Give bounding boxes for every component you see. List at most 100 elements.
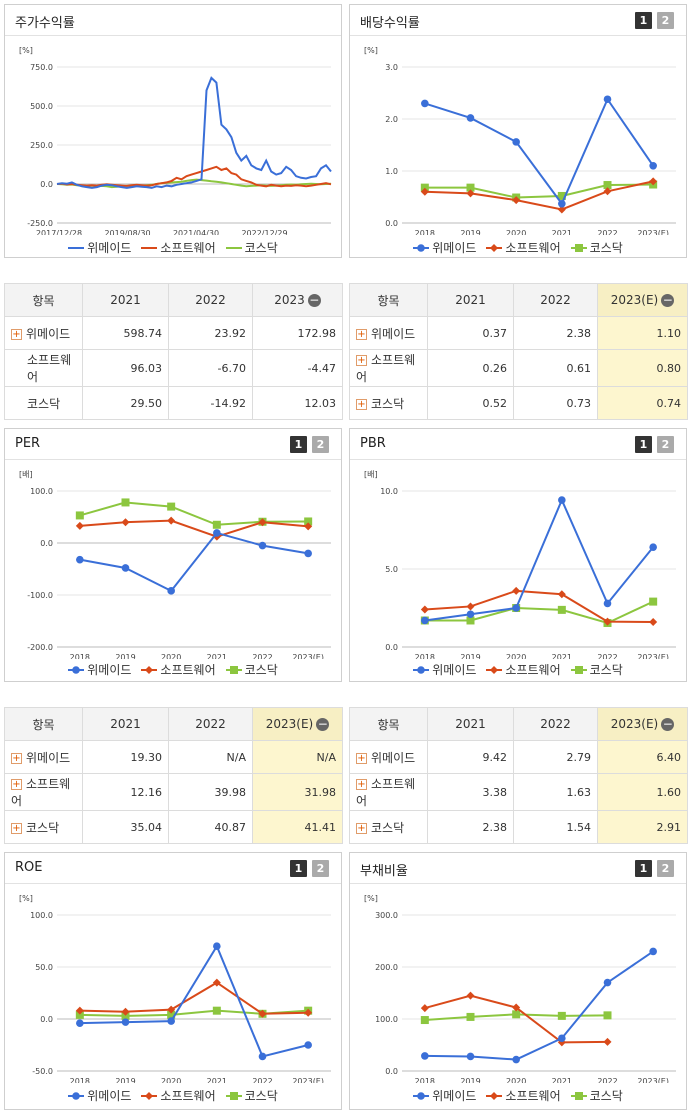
legend-label: 코스닥	[589, 663, 623, 677]
table-cell: 0.73	[513, 386, 598, 420]
legend-marker	[570, 665, 587, 674]
pager-button-1[interactable]: 1	[290, 436, 307, 453]
data-point	[420, 183, 429, 192]
table-row: + 소프트웨어 3.38 1.63 1.60	[349, 773, 688, 811]
column-header-label: 2023(E)	[610, 293, 659, 307]
plus-square-icon[interactable]: +	[356, 398, 367, 410]
axis-unit: [배]	[364, 470, 378, 479]
data-point	[167, 587, 175, 595]
x-tick-label: 2020	[161, 1077, 181, 1083]
table-cell: 12.16	[82, 773, 169, 811]
data-point	[75, 521, 84, 530]
minus-circle-icon[interactable]: −	[661, 293, 675, 307]
plus-square-icon[interactable]: +	[11, 779, 22, 790]
y-tick-label: 500.0	[30, 102, 53, 111]
axis-unit: [%]	[19, 46, 33, 55]
legend-item-kosdaq: 코스닥	[225, 239, 278, 256]
x-tick-label: 2019	[460, 229, 480, 235]
data-point	[76, 1019, 84, 1027]
table-cell: 1.10	[597, 316, 688, 350]
data-point	[121, 518, 130, 527]
data-point	[557, 191, 566, 200]
legend-label: 위메이드	[87, 241, 132, 255]
legend-item-kosdaq: 코스닥	[225, 1087, 278, 1104]
legend-label: 소프트웨어	[160, 241, 216, 255]
column-header: 2022	[513, 707, 598, 741]
column-header-label: 2023(E)	[265, 717, 314, 731]
legend-marker	[225, 246, 242, 249]
table-cell: 23.92	[168, 316, 253, 350]
pager-button-2[interactable]: 2	[657, 436, 674, 453]
pager-button-2[interactable]: 2	[657, 12, 674, 29]
data-point	[229, 1091, 238, 1100]
table-cell: 1.63	[513, 773, 598, 811]
table-cell: 96.03	[82, 349, 169, 387]
per-table: 항목 2021 2022 2023(E) − + 위메이드 19.30 N/A N/A + 소프트웨어…	[4, 707, 343, 844]
data-point	[212, 978, 221, 987]
table-row: + 소프트웨어 12.16 39.98 31.98	[4, 773, 343, 811]
column-header: 2021	[82, 283, 169, 317]
minus-circle-icon[interactable]: −	[316, 717, 330, 731]
plus-square-icon[interactable]: +	[356, 752, 367, 764]
plus-square-icon[interactable]: +	[356, 822, 367, 834]
plus-square-icon[interactable]: +	[356, 779, 367, 790]
table-cell: 35.04	[82, 810, 169, 844]
series-line-software	[424, 180, 654, 211]
pager-button-1[interactable]: 1	[635, 436, 652, 453]
plus-square-icon[interactable]: +	[356, 355, 367, 366]
data-point	[574, 665, 583, 674]
plus-square-icon[interactable]: +	[356, 328, 367, 340]
pager-button-1[interactable]: 1	[290, 860, 307, 877]
pager-button-2[interactable]: 2	[657, 860, 674, 877]
pager-button-2[interactable]: 2	[312, 860, 329, 877]
column-header-label: 2022	[540, 717, 571, 731]
column-header: 2023(E) −	[252, 707, 343, 741]
axis-unit: [%]	[19, 894, 33, 903]
plus-square-icon[interactable]: +	[11, 752, 22, 764]
series-line-wemade	[424, 97, 654, 206]
data-point	[574, 243, 583, 252]
table-cell: 0.37	[427, 316, 514, 350]
x-tick-label: 2019	[460, 1077, 480, 1083]
pager-button-1[interactable]: 1	[635, 12, 652, 29]
legend-label: 소프트웨어	[505, 663, 561, 677]
legend-item-software: 소프트웨어	[486, 1087, 561, 1104]
plus-square-icon[interactable]: +	[11, 822, 22, 834]
pbr-table: 항목 2021 2022 2023(E) − + 위메이드 9.42 2.79 6.40 + 소프트웨…	[349, 707, 688, 844]
y-tick-label: 1.0	[385, 167, 398, 176]
table-row: + 소프트웨어 0.26 0.61 0.80	[349, 349, 688, 387]
data-point	[167, 1010, 176, 1019]
table-row: + 코스닥 35.04 40.87 41.41	[4, 810, 343, 844]
column-header-label: 2023(E)	[610, 717, 659, 731]
row-name: 코스닥	[371, 396, 405, 411]
table-cell: 9.42	[427, 740, 514, 774]
table-cell: 0.52	[427, 386, 514, 420]
panel-stock: 주가수익률 [%] 750.0 500.0 250.0 0.0 -250.0 2017/12…	[4, 4, 342, 258]
column-header: 2021	[427, 283, 514, 317]
table-cell: 1.60	[597, 773, 688, 811]
roe-chart: [%] 100.0 50.0 0.0 -50.0 2018 2019 2020 2021 2022…	[19, 894, 331, 1083]
legend-marker	[141, 246, 158, 249]
data-point	[258, 541, 267, 550]
row-name-cell: + 소프트웨어	[4, 773, 83, 811]
row-name-cell: 코스닥	[4, 386, 83, 420]
legend-marker	[486, 665, 503, 674]
data-point	[603, 1011, 612, 1020]
minus-circle-icon[interactable]: −	[661, 717, 675, 731]
plus-square-icon[interactable]: +	[11, 328, 22, 340]
x-tick-label: 2018	[415, 1077, 435, 1083]
pager-button-1[interactable]: 1	[635, 860, 652, 877]
minus-circle-icon[interactable]: −	[307, 293, 321, 307]
data-point	[558, 1034, 566, 1043]
pager-button-2[interactable]: 2	[312, 436, 329, 453]
panel-title: PER	[15, 436, 41, 451]
panel-header: 주가수익률	[5, 5, 341, 36]
x-tick-label: 2022/12/29	[241, 229, 287, 235]
dividend-yield-table: 항목 2021 2022 2023(E) − + 위메이드 0.37 2.38 1.10 + 소프트웨…	[349, 283, 688, 420]
table-cell: 172.98	[252, 316, 343, 350]
x-tick-label: 2023(E)	[637, 653, 669, 659]
data-point	[512, 1010, 521, 1019]
